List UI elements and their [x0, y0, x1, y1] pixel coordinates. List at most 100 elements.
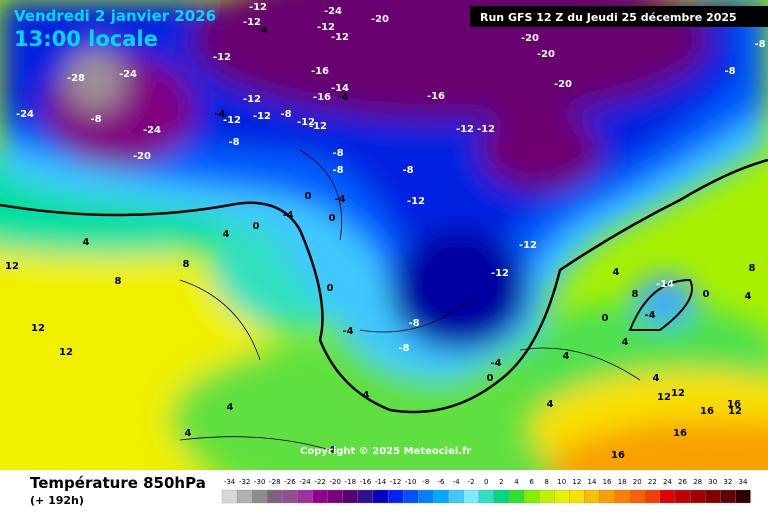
temperature-label: 4	[547, 399, 554, 410]
temperature-label: -12	[309, 121, 327, 132]
scale-swatch	[342, 489, 359, 504]
scale-swatch	[297, 489, 313, 504]
scale-swatch	[493, 489, 510, 504]
temperature-label: -4	[256, 25, 267, 36]
scale-swatch	[538, 489, 555, 504]
scale-label: -10	[405, 478, 416, 486]
scale-label: -24	[299, 478, 311, 486]
scale-label: 2	[499, 478, 503, 486]
scale-swatch	[629, 489, 645, 504]
scale-label: -32	[239, 478, 250, 486]
temperature-label: -24	[119, 69, 137, 80]
scale-swatch	[433, 489, 449, 504]
scale-label: 18	[618, 478, 627, 486]
temperature-label: -8	[332, 165, 343, 176]
scale-label: 28	[693, 478, 702, 486]
temperature-label: 16	[700, 406, 714, 417]
temperature-label: 4	[329, 445, 336, 456]
temperature-label: -20	[371, 14, 389, 25]
temperature-label: 12	[31, 323, 45, 334]
temperature-label: -4	[334, 194, 345, 205]
temperature-label: 16	[727, 399, 741, 410]
temperature-label: -12	[213, 52, 231, 63]
map-labels: -12 -24-20-12 -12-4-12 -20-20-12-8-28 -24 -16…	[5, 2, 766, 461]
temperature-label: 0	[327, 283, 334, 294]
scale-label: 0	[484, 478, 488, 486]
temperature-label: -24	[143, 125, 161, 136]
temperature-label: -12	[317, 22, 335, 33]
temperature-label: 4	[227, 402, 234, 413]
temperature-label: -20	[554, 79, 572, 90]
scale-swatch	[282, 489, 298, 504]
temperature-label: 4	[83, 237, 90, 248]
temperature-label: -8	[90, 114, 101, 125]
scale-label: 26	[678, 478, 687, 486]
scale-label: 24	[663, 478, 672, 486]
temperature-label: -12	[243, 17, 261, 28]
temperature-label: 0	[329, 213, 336, 224]
scale-label: -8	[422, 478, 429, 486]
scale-label: 22	[648, 478, 657, 486]
temperature-label: -24	[324, 6, 342, 17]
scale-swatch	[569, 489, 585, 504]
scale-swatch	[674, 489, 691, 504]
scale-swatch	[252, 489, 268, 504]
scale-swatch	[614, 489, 630, 504]
scale-swatch	[705, 489, 721, 504]
scale-swatch	[599, 489, 615, 504]
local-time: 13:00 locale	[14, 27, 158, 51]
scale-swatch	[584, 489, 600, 504]
temperature-label: -12	[407, 196, 425, 207]
scale-swatch	[267, 489, 283, 504]
scale-swatch	[659, 489, 676, 504]
temperature-label: -8	[724, 66, 735, 77]
temperature-label: 0	[305, 191, 312, 202]
temperature-label: 16	[673, 428, 687, 439]
scale-label: 16	[603, 478, 612, 486]
scale-label: -6	[437, 478, 445, 486]
temperature-label: -4	[342, 326, 353, 337]
temperature-label: -12	[491, 268, 509, 279]
temperature-label: -12	[249, 2, 267, 13]
footer-lead: (+ 192h)	[30, 494, 84, 507]
scale-label: -26	[284, 478, 296, 486]
scale-label: -12	[390, 478, 401, 486]
scale-label: 6	[529, 478, 534, 486]
scale-label: 34	[738, 478, 747, 486]
temperature-label: 4	[745, 291, 752, 302]
scale-label: -20	[330, 478, 341, 486]
scale-label: -16	[360, 478, 372, 486]
scale-label: -14	[375, 478, 387, 486]
temperature-label: 0	[703, 289, 710, 300]
temperature-label: 8	[183, 259, 190, 270]
scale-swatch	[236, 489, 253, 504]
temperature-label: -20	[537, 49, 555, 60]
temperature-label: -12	[223, 115, 241, 126]
scale-swatch	[387, 489, 404, 504]
temperature-label: 8	[632, 289, 639, 300]
scale-label: 30	[708, 478, 717, 486]
temperature-label: 4	[563, 351, 570, 362]
temperature-label: 0	[602, 313, 609, 324]
temperature-label: -16	[427, 91, 445, 102]
copyright: Copyright © 2025 Meteociel.fr	[300, 446, 471, 457]
temperature-label: -12	[477, 124, 495, 135]
temperature-label: -4	[282, 210, 293, 221]
scale-label: 32	[723, 478, 732, 486]
temperature-label: 12	[59, 347, 73, 358]
temperature-label: -8	[228, 137, 239, 148]
scale-label: 10	[557, 478, 566, 486]
temperature-label: 4	[622, 337, 629, 348]
scale-swatch	[689, 489, 706, 504]
scale-swatch	[554, 489, 570, 504]
temperature-label: -12	[456, 124, 474, 135]
temperature-label: -14	[331, 83, 349, 94]
scale-swatch	[357, 489, 374, 504]
temperature-label: -24	[16, 109, 34, 120]
scale-swatch	[372, 489, 389, 504]
temperature-label: 8	[749, 263, 756, 274]
temperature-label: -4	[214, 109, 225, 120]
scale-swatch	[448, 489, 464, 504]
temperature-label: -20	[521, 33, 539, 44]
